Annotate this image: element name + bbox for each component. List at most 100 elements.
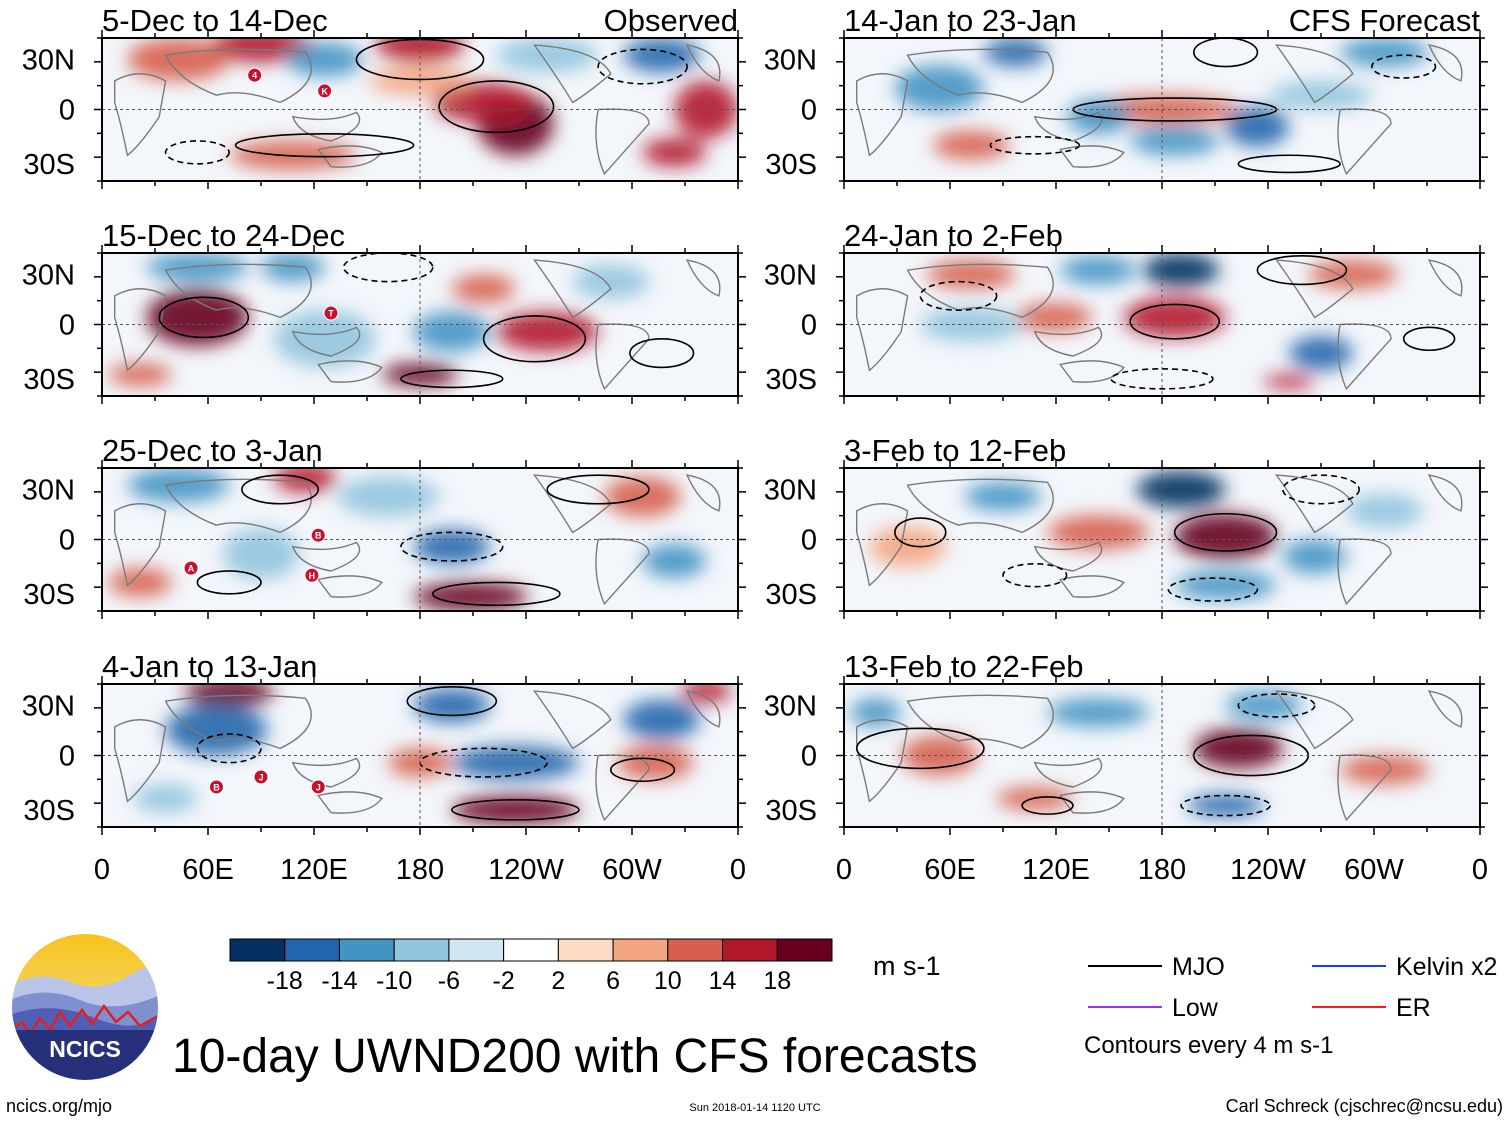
coastline xyxy=(1275,690,1354,750)
colorbar-swatch xyxy=(393,938,450,962)
coastline xyxy=(316,360,383,383)
y-tick-label: 30N xyxy=(764,259,817,291)
coastline xyxy=(856,73,909,157)
period-label: 4-Jan to 13-Jan xyxy=(102,649,317,684)
mjo-contour xyxy=(629,338,695,369)
storm-marker: J xyxy=(310,779,326,795)
wind-anomaly-blob xyxy=(933,130,1010,160)
mjo-contour xyxy=(196,570,262,595)
wind-anomaly-blob xyxy=(413,529,490,564)
coastline xyxy=(1033,326,1103,357)
y-tick-label: 30S xyxy=(765,795,817,827)
storm-marker: K xyxy=(317,83,333,99)
x-tick-label: 120E xyxy=(280,854,348,886)
wind-anomaly-blob xyxy=(1130,126,1220,156)
mjo-contour xyxy=(241,474,320,505)
x-tick-label: 0 xyxy=(1472,854,1488,886)
wind-anomaly-blob xyxy=(1308,260,1398,289)
coastline xyxy=(856,288,909,372)
coastline xyxy=(1058,791,1125,814)
mjo-contour xyxy=(196,733,262,764)
storm-marker-label: B xyxy=(213,782,220,792)
colorbar-tick-label: 6 xyxy=(606,967,620,995)
y-tick-label: 0 xyxy=(801,95,817,127)
wind-anomaly-blob xyxy=(1263,374,1315,389)
storm-marker-label: A xyxy=(188,564,195,574)
coastline xyxy=(1427,474,1463,512)
wind-anomaly-blob xyxy=(133,784,198,813)
wind-anomaly-blob xyxy=(108,568,172,597)
coastline xyxy=(595,323,650,391)
coastline xyxy=(1058,360,1125,383)
ncics-logo: NCICS xyxy=(10,932,160,1082)
wind-anomaly-blob xyxy=(1225,106,1290,147)
y-tick-label: 30N xyxy=(22,690,75,722)
coastline xyxy=(906,478,1054,534)
wind-anomaly-blob xyxy=(108,363,172,386)
footer-author: Carl Schreck (cjschrec@ncsu.edu) xyxy=(1226,1096,1503,1116)
wind-anomaly-blob xyxy=(1174,513,1277,560)
coastline xyxy=(1337,538,1392,606)
mjo-contour xyxy=(406,686,498,717)
storm-marker-label: 4 xyxy=(252,71,257,81)
storm-marker-label: J xyxy=(316,782,321,792)
y-tick-label: 30S xyxy=(765,149,817,181)
mjo-contour xyxy=(609,757,676,783)
storm-marker-label: J xyxy=(258,772,263,782)
mjo-contour xyxy=(894,517,947,548)
coastline xyxy=(114,73,167,157)
storm-marker: H xyxy=(304,567,320,583)
wind-anomaly-blob xyxy=(572,264,649,299)
legend-label: Low xyxy=(1172,994,1219,1022)
coastline xyxy=(906,694,1054,750)
mjo-contour xyxy=(482,315,587,363)
mjo-contour xyxy=(431,581,561,607)
coastline xyxy=(1058,145,1125,168)
forecast-panel-4: 30N 0 30S 13-Feb to 22-Feb xyxy=(764,649,1488,835)
wind-anomaly-blob xyxy=(1015,303,1093,332)
y-tick-label: 30N xyxy=(764,690,817,722)
storm-marker-label: T xyxy=(328,309,334,319)
y-tick-label: 30S xyxy=(765,579,817,611)
wind-anomaly-blob xyxy=(674,80,738,139)
coastline xyxy=(1337,754,1392,822)
y-tick-label: 30N xyxy=(22,259,75,291)
wind-anomaly-blob xyxy=(146,253,249,282)
forecast-label: CFS Forecast xyxy=(1289,3,1481,38)
wind-anomaly-blob xyxy=(261,253,325,282)
period-label: 5-Dec to 14-Dec xyxy=(102,3,328,38)
x-tick-label: 180 xyxy=(1138,854,1186,886)
y-tick-label: 30S xyxy=(23,364,75,396)
y-tick-label: 0 xyxy=(801,310,817,342)
colorbar-swatch xyxy=(229,938,286,962)
x-axes: 0 60E 120E 180 120W 60W 0 0 60E 120E 180 120W 60W 0 xyxy=(94,854,1488,886)
wind-anomaly-blob xyxy=(1346,493,1423,529)
mjo-contour xyxy=(1129,303,1221,340)
mjo-contour xyxy=(400,369,504,389)
coastline xyxy=(114,288,167,372)
wind-anomaly-blob xyxy=(413,311,490,352)
coastline xyxy=(316,575,383,598)
wind-anomaly-blob xyxy=(964,482,1042,511)
x-tick-label: 120W xyxy=(1230,854,1306,886)
storm-marker: T xyxy=(323,305,339,321)
wind-anomaly-blob xyxy=(1174,570,1277,600)
wind-anomaly-blob xyxy=(222,528,300,580)
colorbar-tick-label: -14 xyxy=(321,967,357,995)
y-tick-label: 30S xyxy=(23,149,75,181)
mjo-contour xyxy=(451,799,580,821)
coastline xyxy=(685,44,721,82)
mjo-contour xyxy=(1237,154,1341,174)
storm-marker: A xyxy=(183,560,199,576)
wind-anomaly-blob xyxy=(337,476,440,517)
coastline xyxy=(1427,259,1463,297)
x-tick-label: 60W xyxy=(1344,854,1404,886)
legend-item: MJO xyxy=(1088,953,1225,981)
wind-anomaly-blob xyxy=(127,468,230,503)
wind-anomaly-blob xyxy=(1047,515,1150,550)
wind-anomaly-blob xyxy=(1193,728,1283,769)
wind-anomaly-blob xyxy=(451,745,579,780)
wind-anomaly-blob xyxy=(623,38,700,73)
wind-anomaly-blob xyxy=(1187,794,1264,817)
mjo-contour xyxy=(1021,796,1074,815)
